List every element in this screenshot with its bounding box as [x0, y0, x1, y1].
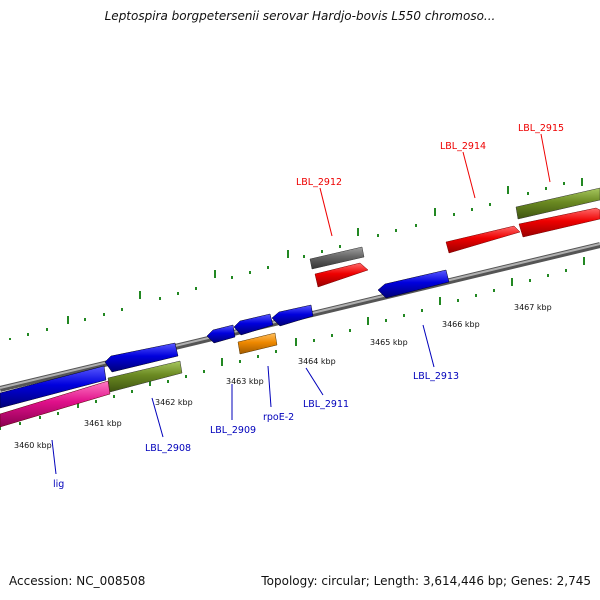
kbp-label-3465: 3465 kbp — [370, 338, 408, 347]
gene-label-lbl-2915[interactable]: LBL_2915 — [518, 123, 564, 134]
map-title: Leptospira borgpetersenii serovar Hardjo… — [104, 9, 496, 23]
forward-strand-genes — [309, 187, 600, 288]
gene-lbl-2908-block — [107, 360, 183, 393]
kbp-label-3464: 3464 kbp — [298, 357, 336, 366]
upper-tick-row — [9, 178, 583, 340]
kbp-label-3460: 3460 kbp — [14, 441, 52, 450]
gene-label-lbl-2911[interactable]: LBL_2911 — [303, 399, 349, 410]
gene-label-lbl-2909[interactable]: LBL_2909 — [210, 425, 256, 436]
gene-red-arrow-1 — [445, 225, 521, 254]
topology-summary-text: Topology: circular; Length: 3,614,446 bp… — [261, 574, 591, 588]
accession-text: Accession: NC_008508 — [9, 574, 146, 588]
gene-blue-arrow-mid — [233, 313, 274, 336]
gene-rpoe-2 — [237, 332, 278, 355]
gene-label-lbl-2908[interactable]: LBL_2908 — [145, 443, 191, 454]
gene-gray-block — [309, 246, 365, 270]
gene-labels: LBL_2912 LBL_2914 LBL_2915 lig LBL_2908 … — [53, 123, 564, 490]
reverse-strand-genes — [0, 269, 450, 428]
kbp-label-3466: 3466 kbp — [442, 320, 480, 329]
genome-map: 3460 kbp 3461 kbp 3462 kbp 3463 kbp 3464… — [0, 123, 600, 490]
kbp-label-3463: 3463 kbp — [226, 377, 264, 386]
kbp-label-3462: 3462 kbp — [155, 398, 193, 407]
kbp-label-3461: 3461 kbp — [84, 419, 122, 428]
scale-labels: 3460 kbp 3461 kbp 3462 kbp 3463 kbp 3464… — [14, 303, 552, 450]
gene-lig-rna — [0, 380, 111, 428]
gene-lbl-2909-arrow — [206, 324, 236, 344]
gene-label-lig[interactable]: lig — [53, 479, 64, 490]
gene-label-lbl-2914[interactable]: LBL_2914 — [440, 141, 486, 152]
gene-lbl-2911-arrow — [271, 304, 314, 327]
gene-label-lbl-2913[interactable]: LBL_2913 — [413, 371, 459, 382]
gene-label-lbl-2912[interactable]: LBL_2912 — [296, 177, 342, 188]
gene-blue-arrow-left — [104, 342, 179, 373]
lower-tick-row — [0, 257, 585, 430]
gene-olive-block-top — [515, 187, 600, 220]
gene-blue-long — [0, 365, 107, 409]
gene-lbl-2912-arrow — [314, 262, 369, 288]
kbp-label-3467: 3467 kbp — [514, 303, 552, 312]
gene-red-arrow-2 — [518, 207, 600, 238]
gene-lbl-2913-arrow — [377, 269, 450, 299]
label-leaders — [51, 133, 551, 475]
gene-label-rpoe-2[interactable]: rpoE-2 — [263, 412, 294, 423]
